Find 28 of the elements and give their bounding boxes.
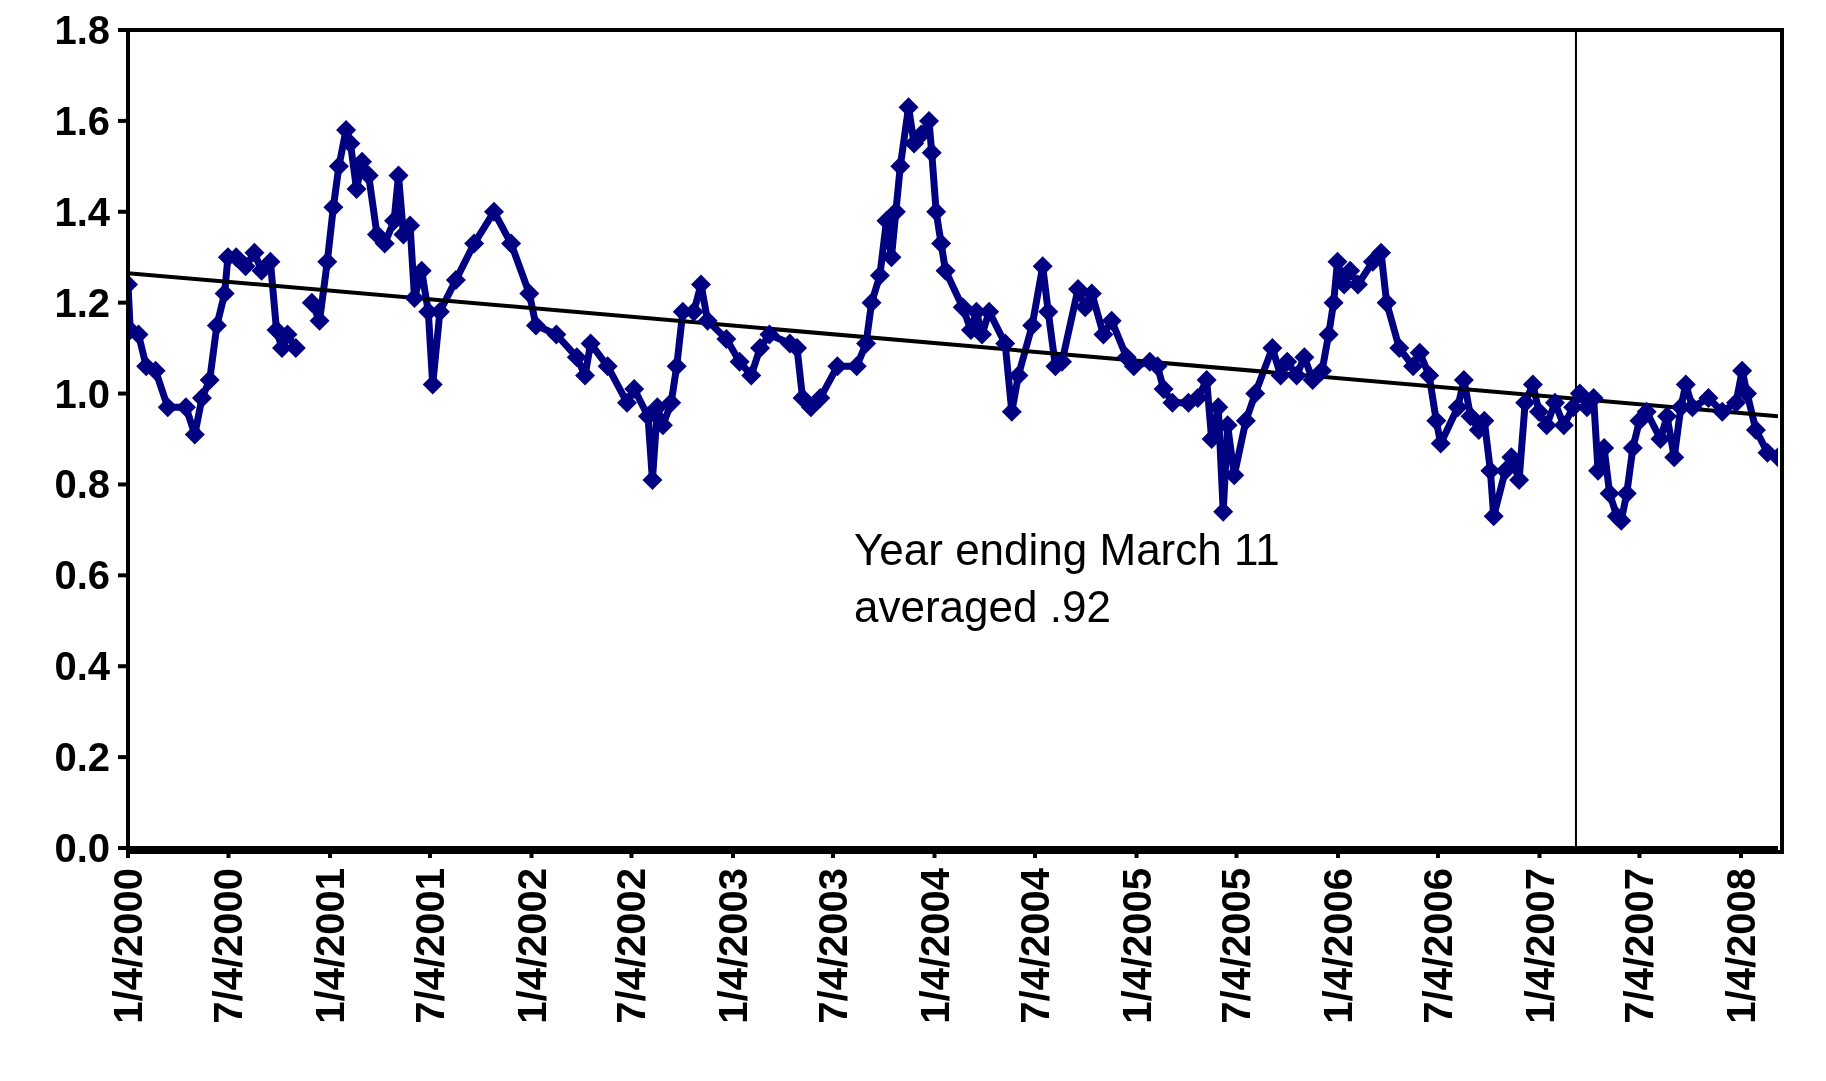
y-tick-label: 0.2 [54,735,110,780]
x-tick-label: 1/4/2001 [308,868,353,1024]
y-tick-label: 0.0 [54,826,110,870]
x-tick-label: 1/4/2003 [711,868,756,1024]
x-tick-label: 7/4/2006 [1415,868,1460,1024]
y-tick-label: 1.4 [54,189,111,234]
x-tick-label: 7/4/2003 [810,868,855,1024]
y-tick-label: 0.6 [54,553,110,598]
x-tick-label: 1/4/2006 [1316,868,1361,1024]
x-tick-label: 1/4/2008 [1719,868,1764,1024]
y-tick-label: 1.2 [54,280,110,325]
x-tick-label: 7/4/2002 [609,868,654,1024]
y-tick-label: 1.8 [54,8,110,52]
x-tick-label: 1/4/2002 [509,868,554,1024]
annotation: Year ending March 11 averaged .92 [854,523,1280,633]
y-tick-label: 1.6 [54,98,110,143]
x-tick-label: 1/4/2000 [106,868,150,1024]
x-tick-label: 7/4/2004 [1012,867,1057,1024]
x-tick-label: 7/4/2005 [1214,868,1259,1024]
x-tick-label: 1/4/2004 [912,867,957,1024]
x-tick-label: 7/4/2007 [1617,868,1662,1024]
x-tick-label: 1/4/2007 [1517,868,1562,1024]
x-tick-label: 1/4/2005 [1114,868,1159,1024]
y-tick-label: 0.4 [54,644,111,689]
x-tick-label: 7/4/2000 [206,868,251,1024]
y-tick-label: 1.0 [54,371,110,416]
y-tick-label: 0.8 [54,462,110,507]
x-tick-label: 7/4/2001 [407,868,452,1024]
